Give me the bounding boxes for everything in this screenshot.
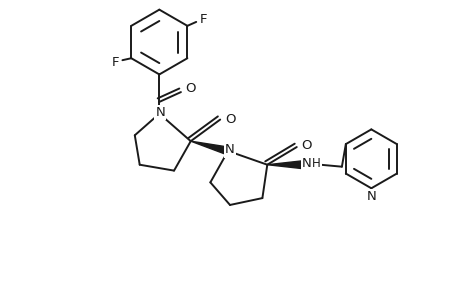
Text: N: N [224, 143, 235, 157]
Text: O: O [185, 82, 196, 95]
Text: F: F [112, 56, 119, 69]
Text: F: F [199, 14, 207, 26]
Polygon shape [190, 141, 229, 155]
Text: O: O [224, 113, 235, 126]
Text: N: N [301, 157, 311, 170]
Text: N: N [366, 190, 375, 202]
Text: H: H [311, 157, 320, 170]
Text: N: N [155, 106, 165, 119]
Text: O: O [301, 139, 311, 152]
Polygon shape [267, 161, 302, 169]
